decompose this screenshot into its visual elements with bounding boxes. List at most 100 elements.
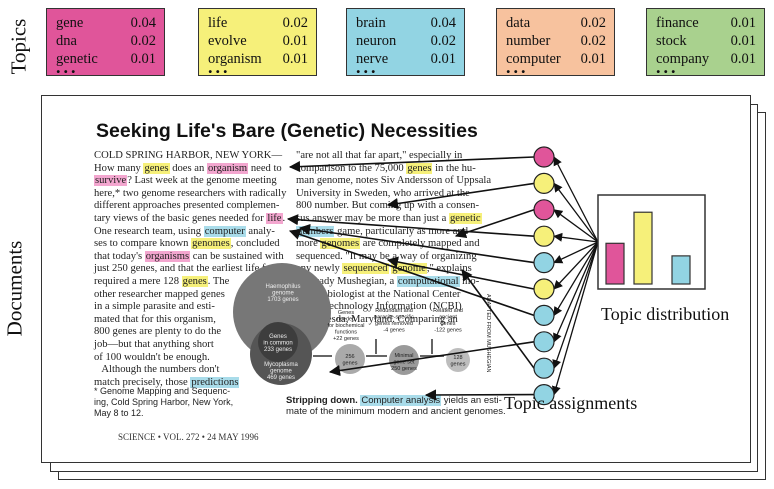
note-biochemical: Genes needed for biochemical functions +22 g… xyxy=(328,310,365,342)
note-redundant: Redundant and parasite-specific genes remo… xyxy=(374,308,414,334)
topic-assignments-label: Topic assignments xyxy=(504,393,638,413)
distribution-bar xyxy=(671,255,691,285)
article-line: other researcher mapped genes xyxy=(94,288,225,300)
topic-assignment-circle xyxy=(533,172,555,194)
article-footer: SCIENCE • VOL. 272 • 24 MAY 1996 xyxy=(118,432,259,442)
distribution-arrow xyxy=(553,241,599,290)
topic-card-3: brain 0.04 neuron 0.02 nerve 0.01... xyxy=(346,8,465,76)
topic-assignment-circle xyxy=(533,146,555,168)
distribution-arrow xyxy=(552,241,599,370)
figure-text-line: ancient xyxy=(439,315,457,321)
topic-word: number xyxy=(506,33,551,49)
assignment-arrow xyxy=(286,214,535,237)
figure-text-line: Minimal xyxy=(395,353,414,359)
assignment-arrow xyxy=(386,256,535,290)
figure-text-line: Redundant and xyxy=(375,308,413,314)
topic-word: data xyxy=(506,15,531,31)
figure-text-line: genes xyxy=(441,321,456,327)
article-line: here,* two genome researchers with radic… xyxy=(94,187,287,199)
article-line: 800 number. But coming up with a consen- xyxy=(296,200,480,212)
topic-word-probability: 0.02 xyxy=(130,33,156,49)
topic-assignment-circle xyxy=(533,278,555,300)
distribution-arrow xyxy=(553,241,599,317)
topic-word-probability: 0.04 xyxy=(130,15,156,31)
assignment-arrow xyxy=(298,223,535,264)
topic-card-5: finance 0.01 stock 0.01 company 0.01... xyxy=(646,8,765,76)
article-line: sus answer may be more than just a genet… xyxy=(296,212,482,224)
caption-line: mate of the minimum modern and ancient g… xyxy=(286,406,506,417)
topic-ellipsis: ... xyxy=(56,57,79,77)
common-label: Genes in common 233 genes xyxy=(263,334,292,353)
topic-assignment-circle xyxy=(533,225,555,247)
article-line: different approaches presented complemen… xyxy=(94,200,280,212)
caption-line: Stripping down. Computer analysis yields… xyxy=(286,395,502,406)
topic-word-probability: 0.01 xyxy=(430,51,456,67)
genes-256-label: 256 genes xyxy=(343,354,358,367)
topic-word: company xyxy=(656,51,710,67)
topic-word-probability: 0.01 xyxy=(282,51,308,67)
figure-text-line: gene set xyxy=(393,360,415,366)
article-line: sequenced. "It may be a way of organizin… xyxy=(296,250,477,262)
topic-assignment-circle xyxy=(533,384,555,406)
topic-word-row: number 0.02 xyxy=(506,33,606,51)
distribution-arrow xyxy=(553,156,599,243)
assignment-arrow xyxy=(328,341,535,377)
topic-word-probability: 0.01 xyxy=(730,51,756,67)
figure-text-line: genes removed xyxy=(375,321,413,327)
topic-word-probability: 0.01 xyxy=(730,15,756,31)
common-genes-circle xyxy=(258,322,298,362)
article: Seeking Life's Bare (Genetic) Necessitie… xyxy=(54,116,506,446)
topic-word-probability: 0.02 xyxy=(580,15,606,31)
distribution-arrow xyxy=(553,182,599,243)
figure-text-line: +22 genes xyxy=(333,336,359,342)
distribution-bar xyxy=(633,211,653,285)
gene-circle-256 xyxy=(335,344,365,374)
figure-text-line: genome xyxy=(272,291,294,297)
distribution-arrow xyxy=(553,232,599,243)
figure-text-line: Mycoplasma xyxy=(264,362,298,368)
topic-distribution-label: Topic distribution xyxy=(601,304,730,324)
figure-text-line: 1703 genes xyxy=(267,297,298,303)
topic-word-row: gene 0.04 xyxy=(56,15,156,33)
figure-text-line: Related and xyxy=(433,308,463,314)
article-column-2: "are not all that far apart," especially… xyxy=(296,150,491,326)
article-line: "are not all that far apart," especially… xyxy=(296,150,463,161)
topic-card-4: data 0.02 number 0.02 computer 0.01... xyxy=(496,8,615,76)
figure-text-line: 128 xyxy=(453,355,462,361)
article-column-1: COLD SPRING HARBOR, NEW YORK— How many ge… xyxy=(94,150,287,389)
article-line: comparison to the 75,000 genes in the hu… xyxy=(296,162,476,174)
assignment-arrow xyxy=(288,229,535,317)
mycoplasma-label: Mycoplasma genome 469 genes xyxy=(264,362,298,381)
distribution-arrow xyxy=(551,241,599,396)
article-line: One research team, using computer analy- xyxy=(94,225,275,237)
figure-text-line: parasite-specific xyxy=(374,315,414,321)
topic-word: finance xyxy=(656,15,699,31)
topic-word-probability: 0.01 xyxy=(282,33,308,49)
assignment-arrow xyxy=(288,156,535,173)
topic-word-row: genetic 0.01 xyxy=(56,51,156,69)
topic-assignment-circle xyxy=(533,252,555,274)
topic-word: computer xyxy=(506,51,561,67)
topic-word-probability: 0.01 xyxy=(580,51,606,67)
figure-text-line: for biochemical xyxy=(328,323,365,329)
topic-word: stock xyxy=(656,33,687,49)
article-title: Seeking Life's Bare (Genetic) Necessitie… xyxy=(96,120,478,142)
distribution-arrow xyxy=(553,241,599,343)
topic-assignment-circle xyxy=(533,199,555,221)
topic-word: nerve xyxy=(356,51,389,67)
topic-card-1: gene 0.04 dna 0.02 genetic 0.01... xyxy=(46,8,165,76)
haemophilus-label: Haemophilus genome 1703 genes xyxy=(265,284,300,303)
article-line: How many genes does an organism need to xyxy=(94,162,282,174)
article-line: tary views of the basic genes needed for… xyxy=(94,212,286,224)
figure-text-line: in common xyxy=(263,341,292,347)
assignment-arrow xyxy=(461,269,535,369)
article-footnote: * Genome Mapping and Sequenc-ing, Cold S… xyxy=(94,386,233,419)
distribution-arrow xyxy=(553,241,599,264)
topic-word-row: stock 0.01 xyxy=(656,33,756,51)
article-line: 800 genes are plenty to do the xyxy=(94,326,222,338)
topic-word-row: data 0.02 xyxy=(506,15,606,33)
topic-word: evolve xyxy=(208,33,247,49)
topic-ellipsis: ... xyxy=(656,57,679,77)
figure-text-line: 256 xyxy=(345,354,354,360)
figure-credit: ADAPTED FROM MUSHEGIAN xyxy=(485,294,491,373)
